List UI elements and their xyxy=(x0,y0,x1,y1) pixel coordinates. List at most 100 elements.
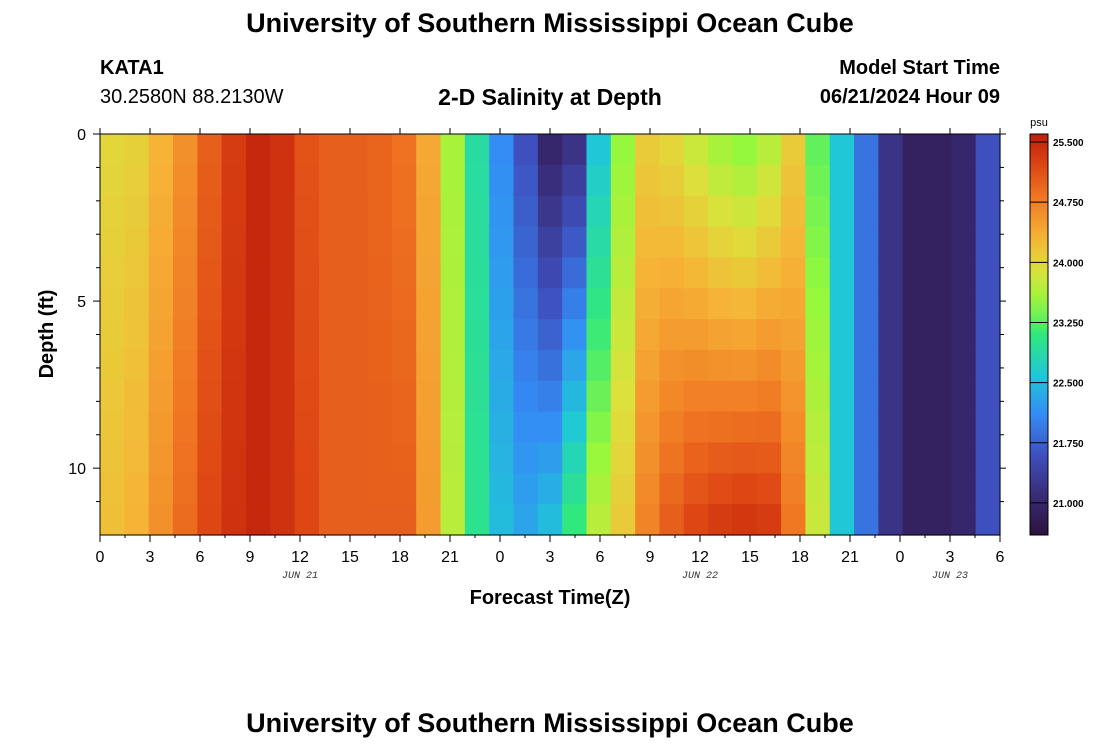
heatmap-cell xyxy=(781,257,806,289)
heatmap-cell xyxy=(537,504,563,536)
heatmap-cell xyxy=(391,504,417,536)
heatmap-cell xyxy=(537,411,563,444)
heatmap-cell xyxy=(318,164,344,197)
heatmap-cell xyxy=(172,164,198,197)
heatmap-cell xyxy=(367,164,393,197)
heatmap-cell xyxy=(610,288,636,320)
heatmap-cell xyxy=(975,349,1001,382)
heatmap-cell xyxy=(781,195,806,228)
heatmap-cell xyxy=(391,380,417,413)
heatmap-cell xyxy=(902,349,928,382)
heatmap-cell xyxy=(318,349,344,382)
heatmap-cell xyxy=(854,504,879,536)
heatmap-cell xyxy=(562,288,588,320)
heatmap-cell xyxy=(513,319,539,351)
heatmap-cell xyxy=(756,380,782,413)
heatmap-cell xyxy=(513,288,539,320)
heatmap-cell xyxy=(562,473,588,505)
heatmap-cell xyxy=(756,195,782,228)
heatmap-cell xyxy=(708,195,734,228)
heatmap-cell xyxy=(902,257,928,289)
x-tick-label: 6 xyxy=(196,549,205,566)
heatmap-cell xyxy=(318,504,344,536)
heatmap-cell xyxy=(586,257,612,289)
colorbar-tick-label: 21.000 xyxy=(1053,499,1084,510)
heatmap-cell xyxy=(854,195,879,228)
heatmap-cell xyxy=(464,411,490,444)
heatmap-cell xyxy=(659,319,685,351)
heatmap-cell xyxy=(343,164,369,197)
heatmap-cell xyxy=(562,380,588,413)
heatmap-cell xyxy=(732,134,758,166)
heatmap-cell xyxy=(221,504,247,536)
heatmap-cell xyxy=(708,226,734,258)
heatmap-cell xyxy=(172,349,198,382)
heatmap-cell xyxy=(951,288,977,320)
heatmap-cell xyxy=(221,164,247,197)
heatmap-cell xyxy=(708,349,734,382)
heatmap-cell xyxy=(635,195,661,228)
heatmap-cell xyxy=(951,473,977,505)
colorbar-tick-label: 24.750 xyxy=(1053,198,1084,209)
heatmap-cell xyxy=(440,134,466,166)
heatmap-cell xyxy=(586,473,612,505)
x-tick-label: 18 xyxy=(791,549,809,566)
heatmap-cell xyxy=(902,473,928,505)
heatmap-cell xyxy=(294,164,320,197)
heatmap-cell xyxy=(635,380,661,413)
heatmap-cell xyxy=(489,380,515,413)
heatmap-cell xyxy=(391,473,417,505)
colorbar-tick-label: 23.250 xyxy=(1053,318,1084,329)
heatmap-cell xyxy=(464,380,490,413)
heatmap-cell xyxy=(586,442,612,474)
heatmap-cell xyxy=(781,134,806,166)
heatmap-cell xyxy=(318,195,344,228)
heatmap-cell xyxy=(537,164,563,197)
heatmap-cell xyxy=(124,504,150,536)
heatmap-cell xyxy=(805,380,831,413)
heatmap-cell xyxy=(610,349,636,382)
heatmap-cell xyxy=(902,411,928,444)
heatmap-cell xyxy=(391,257,417,289)
heatmap-cell xyxy=(416,226,442,258)
heatmap-cell xyxy=(708,473,734,505)
heatmap-cell xyxy=(294,319,320,351)
heatmap-cell xyxy=(805,226,831,258)
heatmap-cell xyxy=(708,442,734,474)
heatmap-cell xyxy=(635,134,661,166)
heatmap-cell xyxy=(537,226,563,258)
heatmap-cell xyxy=(464,442,490,474)
heatmap-cell xyxy=(951,380,977,413)
x-tick-label: 12 xyxy=(291,549,309,566)
heatmap-cell xyxy=(854,442,879,474)
date-label: JUN 21 xyxy=(282,571,318,582)
heatmap-cell xyxy=(854,288,879,320)
heatmap-cell xyxy=(781,473,806,505)
heatmap-cell xyxy=(367,288,393,320)
x-tick-label: 6 xyxy=(996,549,1005,566)
heatmap-cell xyxy=(440,288,466,320)
heatmap-cell xyxy=(854,226,879,258)
model-start-value: 06/21/2024 Hour 09 xyxy=(819,86,1000,108)
heatmap-cell xyxy=(635,349,661,382)
heatmap-cell xyxy=(464,257,490,289)
heatmap-cell xyxy=(902,504,928,536)
heatmap-cell xyxy=(489,473,515,505)
heatmap-cell xyxy=(756,134,782,166)
heatmap-cell xyxy=(100,226,125,258)
x-tick-label: 3 xyxy=(946,549,955,566)
heatmap-cell xyxy=(732,195,758,228)
heatmap-cell xyxy=(562,411,588,444)
heatmap-cell xyxy=(683,473,709,505)
heatmap-cell xyxy=(659,473,685,505)
heatmap-cell xyxy=(318,411,344,444)
heatmap-cell xyxy=(391,288,417,320)
heatmap-cell xyxy=(221,257,247,289)
heatmap-cell xyxy=(829,257,855,289)
heatmap-cell xyxy=(975,504,1001,536)
heatmap-cell xyxy=(221,473,247,505)
heatmap-cell xyxy=(221,442,247,474)
heatmap-cell xyxy=(537,257,563,289)
heatmap-cell xyxy=(245,226,271,258)
heatmap-cell xyxy=(781,504,806,536)
